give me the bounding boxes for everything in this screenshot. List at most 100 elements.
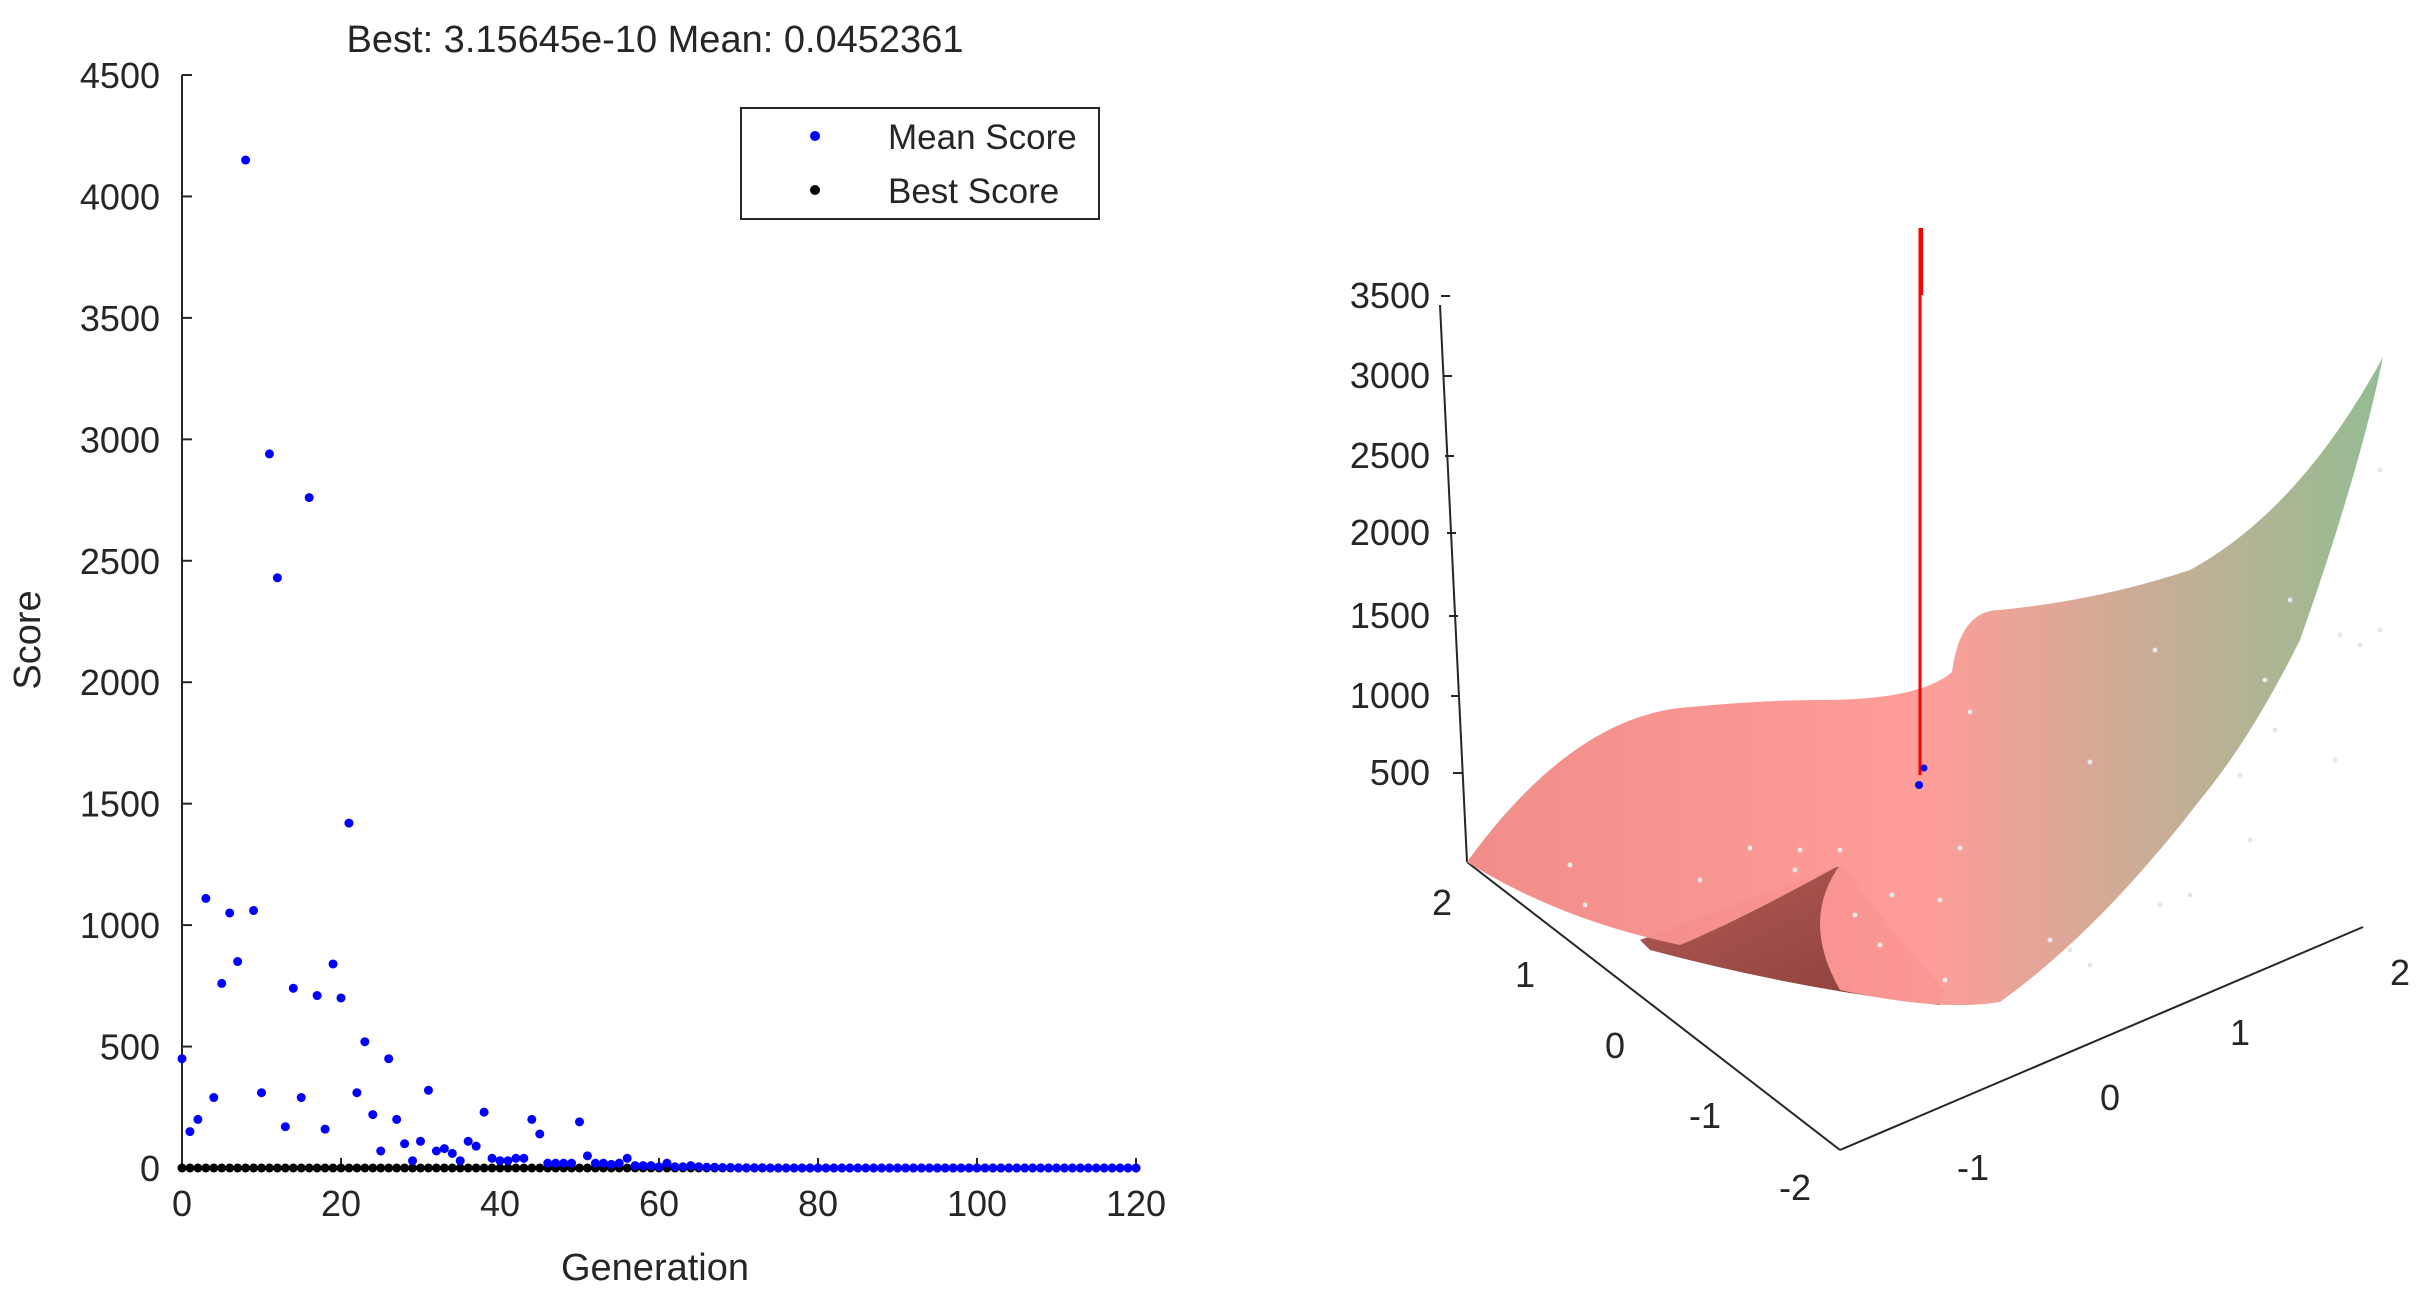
mean-score-point <box>670 1162 680 1172</box>
mean-score-point <box>821 1163 831 1173</box>
best-score-point <box>352 1163 362 1173</box>
y-tick-label: 3000 <box>80 419 160 460</box>
mean-score-point <box>845 1163 855 1173</box>
x3-tick-label: 0 <box>2100 1077 2120 1118</box>
mean-score-point <box>702 1162 712 1172</box>
mean-score-point <box>511 1153 521 1163</box>
mean-score-point <box>241 155 251 165</box>
mean-score-point <box>614 1158 624 1168</box>
mean-score-point <box>956 1163 966 1173</box>
mean-score-point <box>996 1163 1006 1173</box>
best-score-point <box>177 1163 187 1173</box>
mean-score-point <box>972 1163 982 1173</box>
mean-score-point <box>694 1162 704 1172</box>
mean-score-point <box>606 1159 616 1169</box>
mean-score-point <box>519 1153 529 1163</box>
z-tick-label: 1500 <box>1350 595 1430 636</box>
y3-tick-label: 1 <box>1515 954 1535 995</box>
x3-tick-label: 2 <box>2390 952 2410 993</box>
mean-score-point <box>1067 1163 1077 1173</box>
best-score-point <box>495 1163 505 1173</box>
mean-score-point <box>853 1163 863 1173</box>
z-axis-line <box>1439 304 1468 863</box>
mean-score-point <box>1036 1163 1046 1173</box>
population-point <box>1937 897 1943 903</box>
z-tick-label: 3500 <box>1350 275 1430 316</box>
best-score-point <box>519 1163 529 1173</box>
mean-score-point <box>320 1124 330 1134</box>
best-score-point <box>336 1163 346 1173</box>
mean-score-point <box>829 1163 839 1173</box>
mean-score-point <box>654 1162 664 1172</box>
population-point <box>2272 727 2278 733</box>
mean-score-point <box>940 1163 950 1173</box>
y-tick-label: 4500 <box>80 55 160 96</box>
mean-score-point <box>471 1141 481 1151</box>
best-score-point <box>439 1163 449 1173</box>
population-point <box>1567 862 1573 868</box>
best-score-point <box>320 1163 330 1173</box>
population-point <box>1889 892 1895 898</box>
y-tick-label: 2500 <box>80 541 160 582</box>
population-point <box>2237 772 2243 778</box>
z-tick-label: 2500 <box>1350 435 1430 476</box>
mean-score-point <box>272 573 282 583</box>
population-point <box>2187 892 2193 898</box>
mean-score-point <box>1004 1163 1014 1173</box>
mean-score-point <box>296 1093 306 1103</box>
mean-score-point <box>718 1163 728 1173</box>
mean-score-point <box>1131 1163 1141 1173</box>
mean-score-point <box>447 1148 457 1158</box>
population-point <box>2337 632 2343 638</box>
mean-score-point <box>773 1163 783 1173</box>
y-tick-label: 0 <box>140 1148 160 1189</box>
mean-score-point <box>1059 1163 1069 1173</box>
mean-score-point <box>932 1163 942 1173</box>
mean-score-point <box>646 1161 656 1171</box>
mean-score-point <box>726 1163 736 1173</box>
mean-score-point <box>304 493 314 503</box>
mean-score-point <box>765 1163 775 1173</box>
mean-score-point <box>861 1163 871 1173</box>
population-point <box>2152 647 2158 653</box>
best-score-point <box>622 1163 632 1173</box>
best-score-point <box>225 1163 235 1173</box>
mean-score-point <box>1083 1163 1093 1173</box>
mean-score-point <box>368 1110 378 1120</box>
mean-score-point <box>1028 1163 1038 1173</box>
x3-tick-label: 1 <box>2230 1012 2250 1053</box>
best-score-point <box>479 1163 489 1173</box>
mean-score-point <box>535 1129 545 1139</box>
mean-score-point <box>431 1146 441 1156</box>
mean-score-point <box>487 1153 497 1163</box>
y-tick-label: 1000 <box>80 905 160 946</box>
chart-title: Best: 3.15645e-10 Mean: 0.0452361 <box>347 19 964 61</box>
mean-score-point <box>598 1158 608 1168</box>
mean-score-point <box>336 993 346 1003</box>
best-score-point <box>217 1163 227 1173</box>
mean-score-point <box>201 893 211 903</box>
best-score-point <box>416 1163 425 1173</box>
best-score-point <box>368 1163 378 1173</box>
y-tick-label: 3500 <box>80 298 160 339</box>
best-score-point <box>288 1163 298 1173</box>
mean-score-point <box>916 1163 926 1173</box>
population-point <box>1582 902 1588 908</box>
population-point <box>1837 847 1843 853</box>
best-score-point <box>249 1163 259 1173</box>
mean-score-point <box>1052 1163 1061 1173</box>
mean-score-point <box>805 1163 815 1173</box>
mean-score-point <box>543 1158 553 1168</box>
mean-score-point <box>439 1144 449 1154</box>
mean-score-point <box>908 1163 918 1173</box>
best-score-point <box>264 1163 274 1173</box>
population-point <box>1852 912 1858 918</box>
mean-score-point <box>797 1163 807 1173</box>
population-point <box>1792 867 1798 873</box>
best-score-point <box>447 1163 457 1173</box>
best-score-point <box>241 1163 251 1173</box>
population-point <box>2377 627 2383 633</box>
z-tick-label: 1000 <box>1350 675 1430 716</box>
best-score-point <box>455 1163 465 1173</box>
mean-score-point <box>423 1085 433 1095</box>
